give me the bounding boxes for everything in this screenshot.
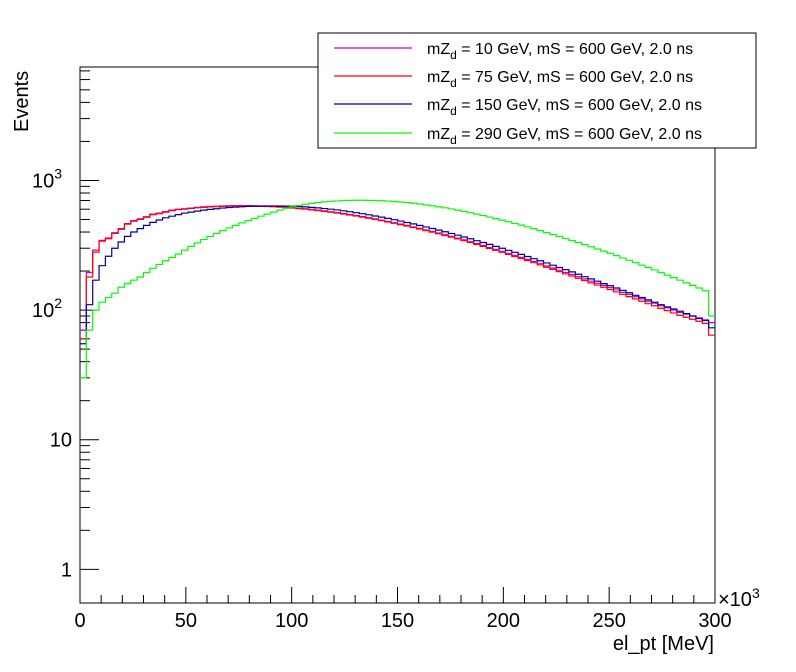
legend-label-2: mZd = 75 GeV, mS = 600 GeV, 2.0 ns: [427, 69, 693, 90]
y-tick-label: 1: [61, 559, 72, 581]
y-tick-label: 10: [50, 430, 72, 452]
x-tick-label: 50: [175, 610, 197, 632]
legend-label-1: mZd = 10 GeV, mS = 600 GeV, 2.0 ns: [427, 41, 693, 62]
series-line-4: [80, 199, 715, 379]
x-tick-label: 0: [74, 610, 85, 632]
legend: mZd = 10 GeV, mS = 600 GeV, 2.0 ns mZd = …: [317, 32, 757, 149]
y-axis-ticks: 1 10 102 103: [32, 70, 99, 581]
y-tick-label: 103: [32, 165, 62, 192]
x-axis-multiplier: ×103: [718, 585, 760, 611]
x-tick-label: 250: [592, 610, 625, 632]
x-tick-label: 100: [275, 610, 308, 632]
x-tick-label: 200: [487, 610, 520, 632]
x-axis-title: el_pt [MeV]: [613, 633, 714, 655]
x-axis-ticks: 0 50 100 150 200 250 300: [74, 587, 732, 632]
y-axis-title: Events: [11, 71, 33, 132]
series-line-3: [80, 205, 715, 345]
legend-label-3: mZd = 150 GeV, mS = 600 GeV, 2.0 ns: [427, 97, 702, 118]
x-multiplier-exponent: 3: [752, 585, 760, 601]
series-layer: [80, 199, 715, 379]
x-tick-label: 300: [698, 610, 731, 632]
series-line-2: [80, 205, 715, 340]
legend-label-4: mZd = 290 GeV, mS = 600 GeV, 2.0 ns: [427, 126, 702, 147]
y-tick-label: 102: [32, 295, 62, 322]
x-tick-label: 150: [381, 610, 414, 632]
legend-box: [317, 32, 757, 149]
x-multiplier-base: ×10: [718, 589, 752, 611]
